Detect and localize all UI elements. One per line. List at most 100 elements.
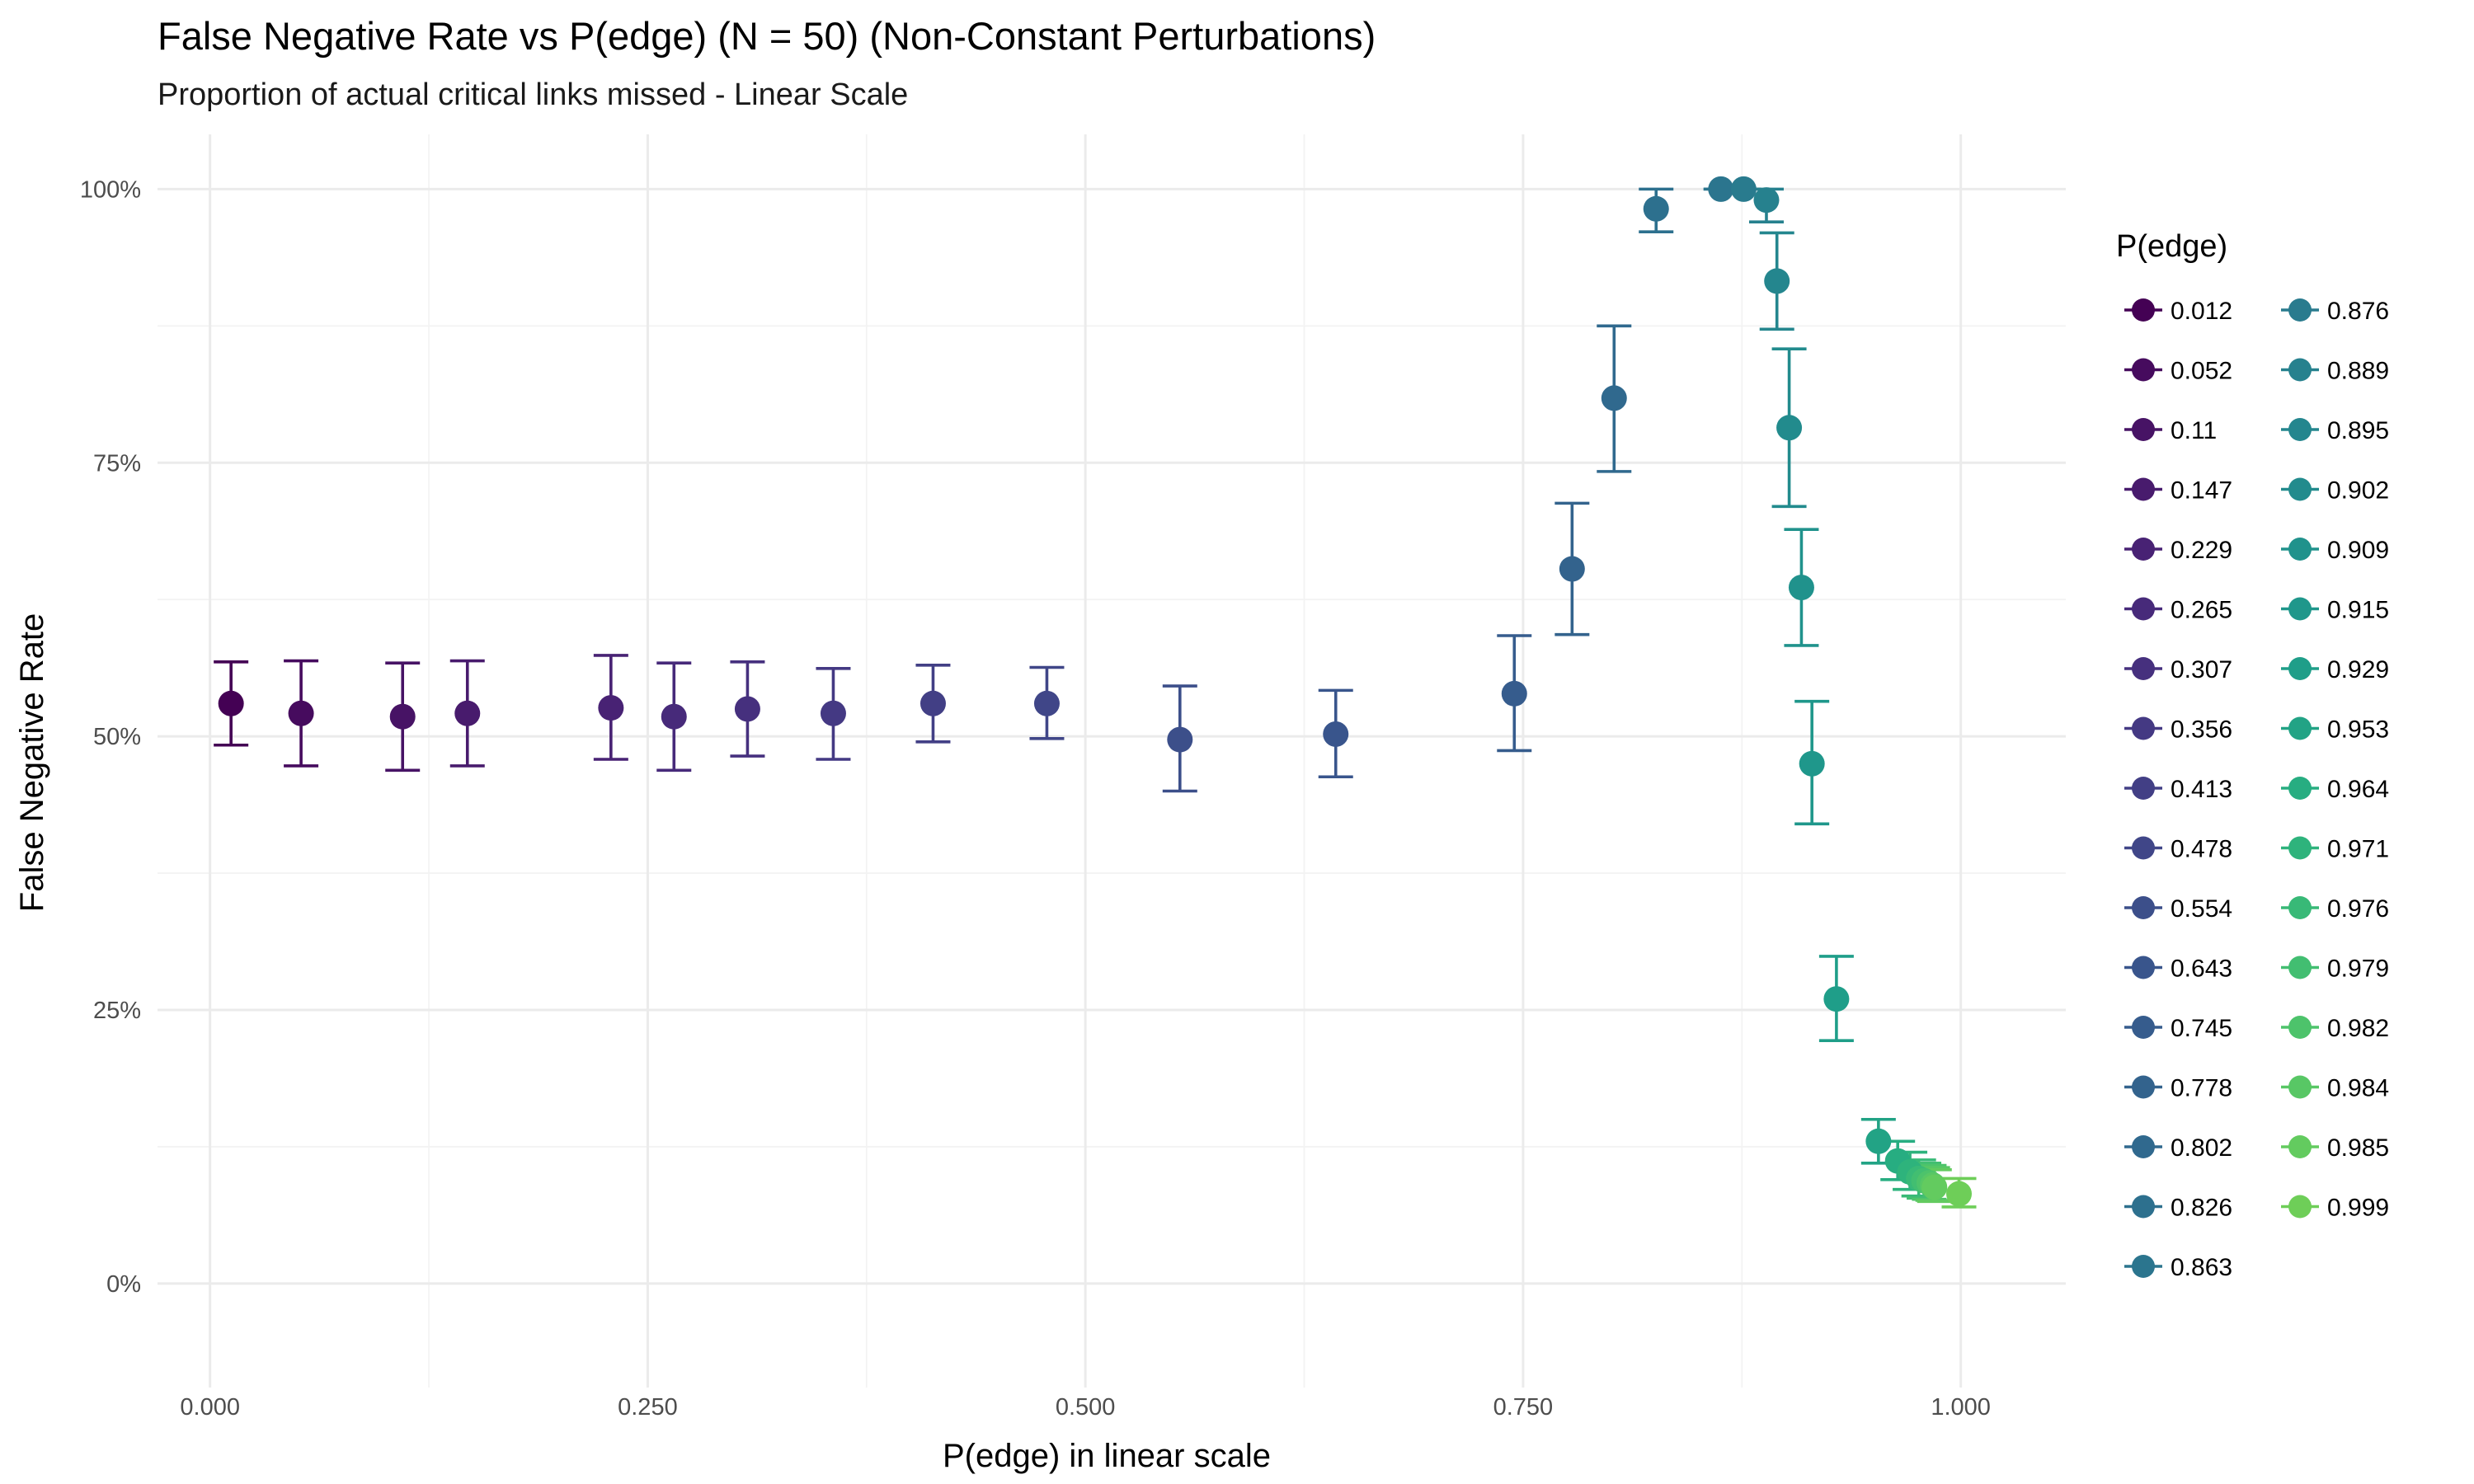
x-tick-label: 0.000 [180, 1394, 240, 1421]
y-tick-label: 100% [80, 176, 141, 203]
legend-key-point [2288, 1016, 2312, 1039]
legend-key-point [2132, 538, 2155, 561]
legend-key-point [2132, 836, 2155, 860]
data-point [454, 700, 481, 726]
legend-key-point [2132, 1255, 2155, 1278]
legend-item: 0.11 [2124, 417, 2217, 444]
legend-key-point [2288, 1075, 2312, 1099]
legend-key-point [2132, 1016, 2155, 1039]
legend-key-point [2288, 538, 2312, 561]
legend-title: P(edge) [2116, 229, 2227, 264]
legend-label: 0.778 [2171, 1075, 2232, 1102]
data-point [1865, 1128, 1892, 1154]
legend-label: 0.909 [2327, 537, 2389, 564]
legend-items: 0.012 0.052 0.11 0.147 0.229 0.265 0.307 0.356 0… [2124, 298, 2389, 1281]
legend-item: 0.982 [2281, 1015, 2389, 1042]
legend-item: 0.999 [2281, 1195, 2389, 1222]
legend-label: 0.11 [2171, 417, 2217, 444]
chart-subtitle: Proportion of actual critical links miss… [158, 77, 908, 112]
legend-item: 0.643 [2124, 956, 2232, 983]
legend-label: 0.643 [2171, 956, 2232, 983]
chart-title: False Negative Rate vs P(edge) (N = 50) … [158, 14, 1376, 58]
legend-key-point [2288, 358, 2312, 382]
legend-label: 0.012 [2171, 298, 2232, 325]
legend-key-point [2132, 1195, 2155, 1219]
legend-item: 0.307 [2124, 656, 2232, 683]
y-tick-label: 50% [93, 724, 141, 750]
legend-key-point [2288, 896, 2312, 919]
y-tick-label: 75% [93, 450, 141, 477]
legend-label: 0.554 [2171, 895, 2232, 923]
x-tick-label: 1.000 [1931, 1394, 1991, 1421]
legend-item: 0.984 [2281, 1075, 2389, 1102]
legend-key-point [2288, 1135, 2312, 1158]
data-point [1501, 680, 1527, 707]
legend-label: 0.895 [2327, 417, 2389, 444]
legend-item: 0.979 [2281, 956, 2389, 983]
legend-label: 0.478 [2171, 836, 2232, 863]
data-point [1708, 176, 1734, 202]
legend-label: 0.265 [2171, 597, 2232, 624]
legend-key-point [2288, 477, 2312, 501]
data-point [820, 700, 846, 726]
legend-item: 0.745 [2124, 1015, 2232, 1042]
legend-key-point [2288, 716, 2312, 740]
data-point [389, 703, 416, 730]
legend-key-point [2288, 657, 2312, 680]
legend-item: 0.964 [2281, 776, 2389, 803]
legend-label: 0.826 [2171, 1195, 2232, 1222]
legend-label: 0.982 [2327, 1015, 2389, 1042]
legend-label: 0.147 [2171, 477, 2232, 505]
legend-label: 0.999 [2327, 1195, 2389, 1222]
data-point [1776, 415, 1803, 441]
legend-label: 0.976 [2327, 895, 2389, 923]
data-point [1753, 187, 1780, 214]
data-point [1799, 750, 1825, 777]
x-tick-label: 0.750 [1493, 1394, 1554, 1421]
legend-label: 0.876 [2327, 298, 2389, 325]
legend-label: 0.356 [2171, 716, 2232, 744]
legend-key-point [2288, 956, 2312, 979]
legend-key-point [2132, 777, 2155, 800]
x-axis-title: P(edge) in linear scale [943, 1438, 1271, 1474]
data-point [1921, 1174, 1948, 1200]
legend-label: 0.052 [2171, 358, 2232, 385]
y-axis-title: False Negative Rate [14, 613, 50, 912]
legend: P(edge) 0.012 0.052 0.11 0.147 0.229 0.265 0.3… [2116, 229, 2389, 1281]
legend-key-point [2288, 777, 2312, 800]
legend-item: 0.356 [2124, 716, 2232, 744]
legend-label: 0.971 [2327, 836, 2389, 863]
legend-label: 0.953 [2327, 716, 2389, 744]
legend-key-point [2132, 477, 2155, 501]
data-point [1764, 268, 1790, 294]
legend-item: 0.826 [2124, 1195, 2232, 1222]
legend-label: 0.802 [2171, 1134, 2232, 1162]
legend-item: 0.554 [2124, 895, 2232, 923]
data-point [661, 703, 687, 730]
legend-item: 0.863 [2124, 1254, 2232, 1281]
legend-label: 0.902 [2327, 477, 2389, 505]
legend-item: 0.929 [2281, 656, 2389, 683]
legend-label: 0.863 [2171, 1254, 2232, 1281]
legend-label: 0.915 [2327, 597, 2389, 624]
legend-item: 0.413 [2124, 776, 2232, 803]
legend-key-point [2132, 956, 2155, 979]
legend-item: 0.889 [2281, 358, 2389, 385]
legend-key-point [2132, 298, 2155, 322]
data-point [1730, 176, 1757, 202]
legend-key-point [2132, 418, 2155, 441]
data-points [218, 176, 1973, 1207]
legend-key-point [2132, 1075, 2155, 1099]
x-tick-label: 0.250 [618, 1394, 678, 1421]
data-point [1167, 726, 1193, 753]
data-point [920, 690, 946, 716]
legend-item: 0.052 [2124, 358, 2232, 385]
legend-key-point [2132, 896, 2155, 919]
legend-item: 0.895 [2281, 417, 2389, 444]
data-point [1946, 1181, 1973, 1207]
legend-item: 0.971 [2281, 836, 2389, 863]
data-point [598, 695, 624, 721]
legend-item: 0.915 [2281, 597, 2389, 624]
legend-label: 0.307 [2171, 656, 2232, 683]
legend-item: 0.802 [2124, 1134, 2232, 1162]
